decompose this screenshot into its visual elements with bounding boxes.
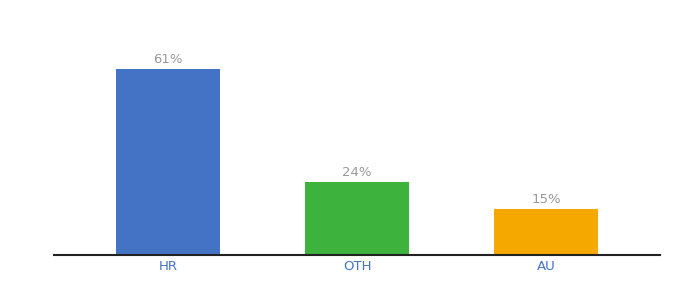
Bar [494, 209, 598, 255]
Text: 24%: 24% [342, 166, 372, 179]
Text: 15%: 15% [531, 193, 561, 206]
Bar [116, 70, 220, 255]
Bar [305, 182, 409, 255]
Text: 61%: 61% [153, 53, 183, 66]
